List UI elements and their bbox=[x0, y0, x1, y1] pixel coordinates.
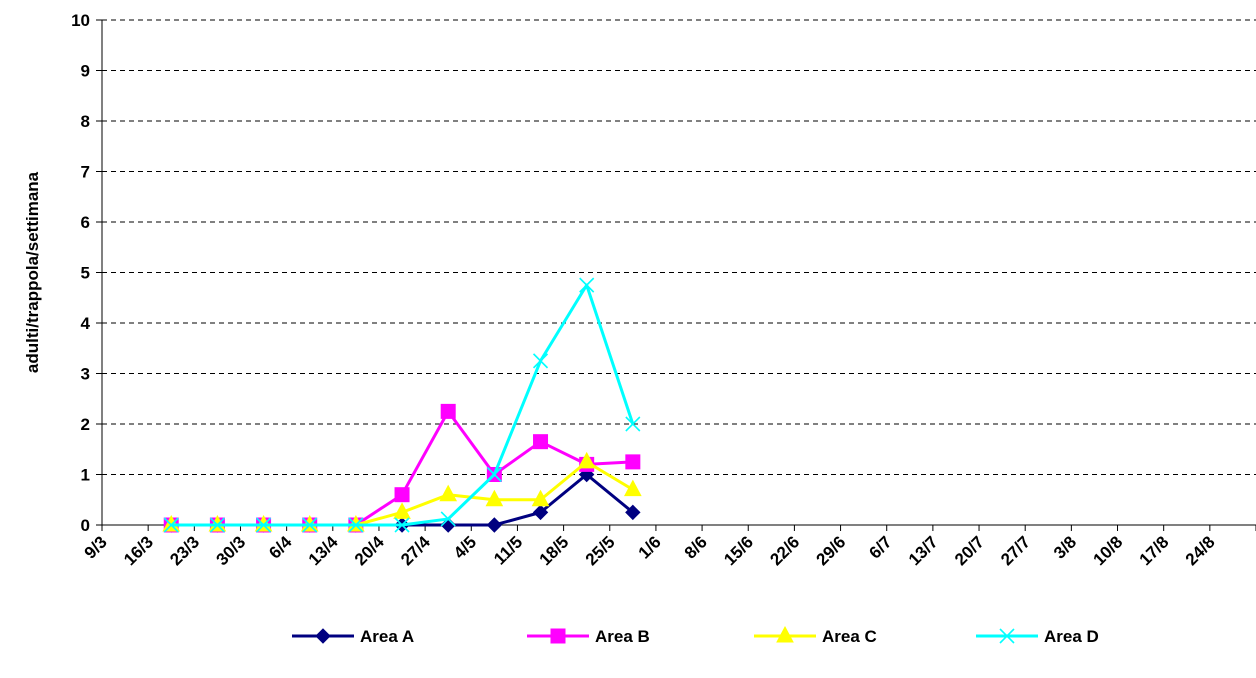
data-point-x bbox=[163, 517, 179, 533]
x-tick-label: 15/6 bbox=[720, 532, 757, 569]
data-point-triangle bbox=[439, 484, 458, 502]
y-tick-labels: 0 1 2 3 4 5 6 7 8 9 10 bbox=[71, 11, 102, 535]
data-point-square bbox=[394, 487, 410, 503]
data-point-x bbox=[255, 517, 272, 533]
legend-item: Area B bbox=[527, 627, 650, 646]
x-tick-label: 29/6 bbox=[813, 532, 850, 569]
y-tick-label: 7 bbox=[81, 163, 90, 182]
data-point-triangle bbox=[485, 489, 504, 507]
x-tick-label: 25/5 bbox=[582, 532, 619, 569]
y-tick-label: 2 bbox=[81, 415, 90, 434]
legend-label: Area B bbox=[595, 627, 650, 646]
y-tick-label: 9 bbox=[81, 62, 90, 81]
data-point-diamond bbox=[486, 517, 503, 533]
x-tick-label: 20/7 bbox=[951, 532, 988, 569]
x-tick-label: 30/3 bbox=[212, 532, 249, 569]
data-point-x bbox=[394, 517, 410, 533]
legend-item: Area A bbox=[292, 627, 414, 646]
x-tick-label: 6/7 bbox=[865, 532, 895, 562]
series-area-d bbox=[163, 277, 641, 533]
data-point-square bbox=[550, 628, 566, 644]
data-point-triangle bbox=[624, 479, 642, 497]
x-tick-label: 22/6 bbox=[766, 532, 803, 569]
y-tick-label: 0 bbox=[81, 516, 90, 535]
x-tick-label: 13/7 bbox=[905, 532, 942, 569]
y-tick-label: 5 bbox=[81, 264, 90, 283]
legend: Area A Area B Area C Area D bbox=[292, 625, 1099, 646]
x-tick-label: 24/8 bbox=[1182, 532, 1219, 569]
data-point-x bbox=[579, 277, 595, 293]
x-tick-label: 27/4 bbox=[397, 532, 434, 569]
y-tick-label: 6 bbox=[81, 213, 90, 232]
data-point-x bbox=[440, 511, 456, 527]
legend-item: Area C bbox=[754, 625, 877, 646]
y-tick-label: 8 bbox=[81, 112, 90, 131]
x-tick-label: 17/8 bbox=[1136, 532, 1173, 569]
x-tick-label: 4/5 bbox=[450, 532, 480, 562]
data-point-triangle bbox=[577, 451, 596, 469]
data-point-diamond bbox=[315, 628, 331, 644]
data-point-x bbox=[348, 517, 364, 533]
y-axis-title: adulti/trappola/settimana bbox=[23, 171, 42, 373]
data-point-x bbox=[209, 517, 225, 533]
data-point-diamond bbox=[625, 504, 641, 521]
x-tick-label: 23/3 bbox=[166, 532, 203, 569]
data-point-square bbox=[533, 434, 549, 450]
data-point-x bbox=[999, 628, 1015, 644]
gridlines bbox=[102, 19, 1256, 475]
x-tick-label: 27/7 bbox=[997, 532, 1034, 569]
y-tick-label: 4 bbox=[81, 314, 91, 333]
y-tick-label: 1 bbox=[81, 466, 90, 485]
x-tick-label: 16/3 bbox=[120, 532, 157, 569]
data-point-triangle bbox=[531, 489, 550, 507]
data-point-diamond bbox=[532, 504, 549, 521]
legend-label: Area C bbox=[822, 627, 877, 646]
x-tick-label: 9/3 bbox=[81, 532, 111, 562]
y-tick-label: 3 bbox=[81, 365, 90, 384]
data-point-x bbox=[486, 466, 502, 483]
x-tick-label: 11/5 bbox=[490, 532, 526, 568]
data-point-triangle bbox=[776, 625, 794, 643]
x-tick-label: 6/4 bbox=[265, 532, 296, 563]
data-point-x bbox=[625, 416, 641, 432]
y-tick-label: 10 bbox=[71, 11, 90, 30]
data-point-square bbox=[625, 454, 641, 470]
x-tick-label: 3/8 bbox=[1050, 532, 1080, 562]
series-layer bbox=[162, 277, 642, 533]
x-tick-label: 10/8 bbox=[1090, 532, 1127, 569]
data-point-x bbox=[302, 517, 318, 533]
x-tick-label: 18/5 bbox=[536, 532, 573, 569]
legend-item: Area D bbox=[976, 627, 1099, 646]
data-point-x bbox=[532, 353, 549, 369]
legend-label: Area D bbox=[1044, 627, 1099, 646]
data-point-triangle bbox=[393, 502, 411, 519]
x-tick-label: 8/6 bbox=[681, 532, 711, 562]
legend-label: Area A bbox=[360, 627, 414, 646]
x-tick-label: 1/6 bbox=[635, 532, 665, 562]
data-point-square bbox=[440, 403, 456, 419]
x-tick-label: 20/4 bbox=[351, 532, 388, 569]
x-tick-label: 13/4 bbox=[305, 532, 342, 569]
